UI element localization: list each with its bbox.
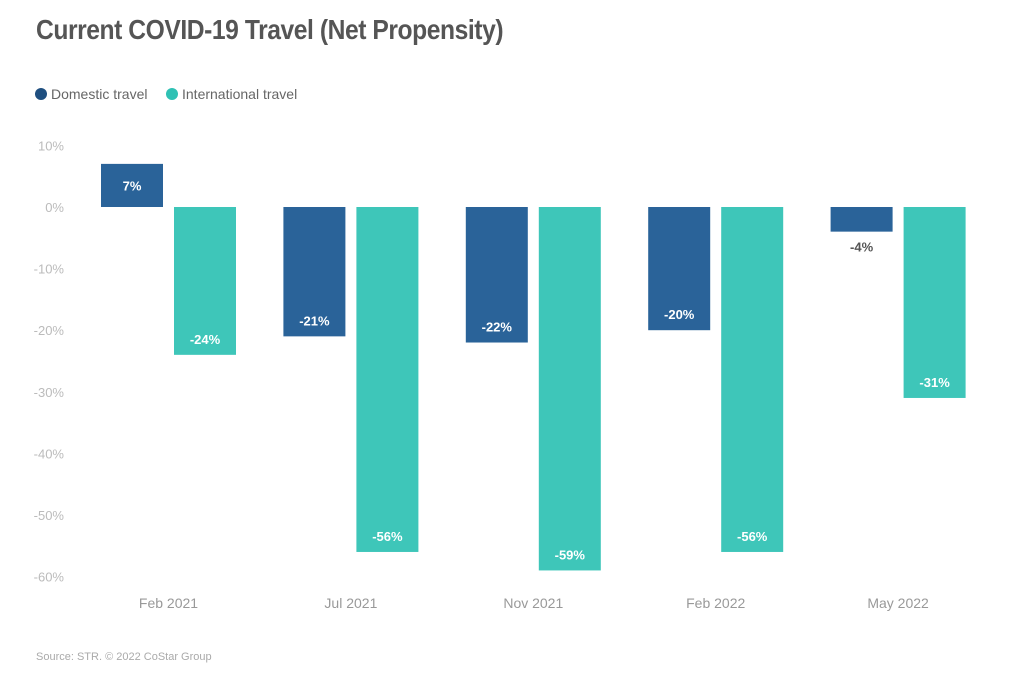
y-tick-label: -60% bbox=[34, 570, 65, 585]
legend-dot-domestic bbox=[35, 88, 47, 100]
data-label: -31% bbox=[919, 375, 950, 390]
legend-dot-international bbox=[166, 88, 178, 100]
x-tick-label: Jul 2021 bbox=[324, 595, 377, 611]
chart-title: Current COVID-19 Travel (Net Propensity) bbox=[36, 14, 504, 45]
y-tick-label: -20% bbox=[34, 323, 65, 338]
data-label: -22% bbox=[482, 320, 513, 335]
x-tick-label: May 2022 bbox=[867, 595, 929, 611]
bar-international bbox=[174, 207, 236, 355]
bar-domestic bbox=[101, 163, 163, 207]
x-tick-label: Nov 2021 bbox=[503, 595, 563, 611]
source-note: Source: STR. © 2022 CoStar Group bbox=[36, 651, 212, 663]
y-tick-label: -10% bbox=[34, 262, 65, 277]
bar-domestic bbox=[465, 207, 528, 343]
bar-international bbox=[721, 207, 784, 552]
legend-label-international: International travel bbox=[182, 86, 298, 102]
data-label: -56% bbox=[372, 529, 403, 544]
data-label: -59% bbox=[555, 547, 586, 562]
data-label: -21% bbox=[299, 313, 330, 328]
y-tick-label: 0% bbox=[45, 200, 64, 215]
y-tick-label: 10% bbox=[38, 138, 64, 153]
bar-domestic bbox=[648, 207, 711, 331]
x-tick-label: Feb 2022 bbox=[686, 595, 745, 611]
legend-item-domestic: Domestic travel bbox=[35, 86, 147, 102]
data-label: -20% bbox=[664, 307, 695, 322]
y-tick-label: -40% bbox=[34, 446, 65, 461]
data-label: -24% bbox=[190, 332, 221, 347]
y-tick-label: -30% bbox=[34, 385, 65, 400]
legend-item-international: International travel bbox=[166, 86, 297, 102]
bar-international bbox=[538, 207, 601, 571]
bar-international bbox=[356, 207, 419, 552]
data-label: 7% bbox=[123, 178, 142, 193]
bar-domestic bbox=[283, 207, 346, 337]
y-tick-label: -50% bbox=[34, 508, 65, 523]
x-tick-label: Feb 2021 bbox=[139, 595, 198, 611]
legend-label-domestic: Domestic travel bbox=[51, 86, 148, 102]
bar-international bbox=[903, 207, 966, 398]
bar-domestic bbox=[830, 207, 893, 232]
data-label: -56% bbox=[737, 529, 768, 544]
data-label: -4% bbox=[850, 240, 874, 255]
